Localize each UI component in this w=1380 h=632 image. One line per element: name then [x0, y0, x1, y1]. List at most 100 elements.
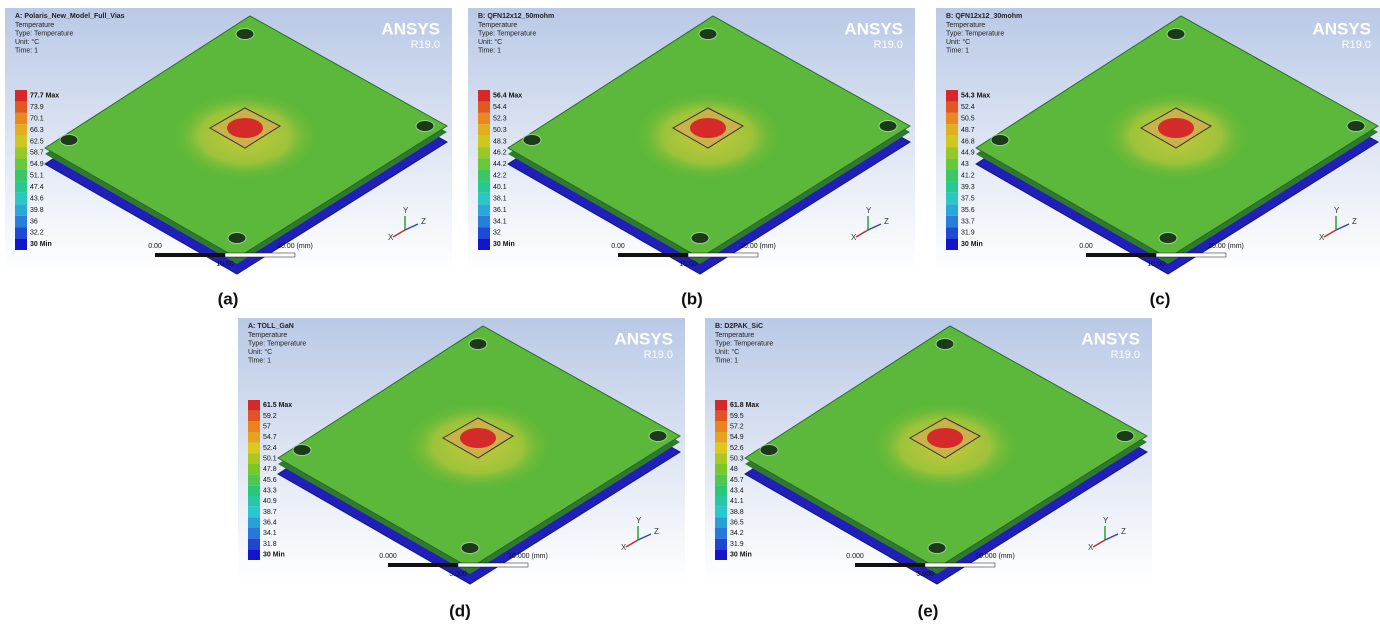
- legend-swatch: [478, 170, 490, 181]
- result-info: Unit: °C: [478, 38, 502, 46]
- legend-swatch: [478, 181, 490, 192]
- legend-swatch: [15, 159, 27, 170]
- mount-hole: [649, 431, 667, 442]
- mount-hole: [236, 29, 254, 40]
- legend-swatch: [478, 147, 490, 158]
- brand: ANSYS: [1081, 329, 1140, 348]
- legend-label: 77.7 Max: [30, 93, 59, 100]
- legend-label: 41.1: [730, 498, 744, 505]
- legend-swatch: [715, 539, 727, 550]
- legend-label: 30 Min: [730, 552, 752, 559]
- legend-label: 50.1: [263, 456, 277, 463]
- mount-hole: [523, 135, 541, 146]
- hot-spot: [227, 118, 263, 138]
- result-info: Time: 1: [248, 357, 271, 364]
- version: R19.0: [411, 39, 440, 51]
- legend-label: 50.5: [961, 115, 975, 122]
- legend-label: 47.8: [263, 466, 277, 473]
- legend-label: 52.6: [730, 445, 744, 452]
- result-name: A: Polaris_New_Model_Full_Vias: [15, 13, 125, 20]
- panel: B: D2PAK_SiCTemperatureType: Temperature…: [705, 318, 1152, 584]
- triad-label: Z: [1352, 217, 1357, 226]
- legend-label: 51.1: [30, 173, 44, 180]
- scale-end: 20.00 (mm): [277, 243, 313, 250]
- scale-mid: 10.00: [679, 261, 697, 268]
- caption: (e): [918, 601, 939, 620]
- legend-swatch: [478, 159, 490, 170]
- result-info: Unit: °C: [715, 348, 739, 356]
- triad-label: X: [1088, 543, 1094, 552]
- legend-label: 48: [730, 466, 738, 473]
- legend-label: 36.4: [263, 520, 277, 527]
- version: R19.0: [1111, 349, 1140, 361]
- result-info: Temperature: [715, 332, 754, 339]
- result-info: Time: 1: [946, 47, 969, 54]
- legend-label: 36: [30, 218, 38, 225]
- triad-label: X: [388, 233, 394, 242]
- legend-label: 46.2: [493, 150, 507, 157]
- triad-label: Y: [1103, 516, 1109, 525]
- legend-swatch: [248, 411, 260, 422]
- legend-swatch: [946, 170, 958, 181]
- triad-label: Y: [636, 516, 642, 525]
- result-info: Temperature: [248, 332, 287, 339]
- legend-label: 66.3: [30, 127, 44, 134]
- legend-swatch: [946, 159, 958, 170]
- version: R19.0: [644, 349, 673, 361]
- panel: A: Polaris_New_Model_Full_ViasTemperatur…: [5, 8, 452, 274]
- legend-label: 33.7: [961, 218, 975, 225]
- version: R19.0: [874, 39, 903, 51]
- brand: ANSYS: [844, 19, 903, 38]
- legend-swatch: [946, 216, 958, 227]
- legend-swatch: [946, 90, 958, 101]
- legend-label: 45.7: [730, 477, 744, 484]
- legend-swatch: [248, 400, 260, 411]
- legend-swatch: [248, 475, 260, 486]
- legend-label: 47.4: [30, 184, 44, 191]
- legend-label: 30 Min: [263, 552, 285, 559]
- figure: A: Polaris_New_Model_Full_Vias Temperatur…: [0, 0, 1380, 632]
- legend-label: 58.7: [30, 150, 44, 157]
- legend-label: 38.1: [493, 195, 507, 202]
- legend-label: 41.2: [961, 173, 975, 180]
- legend-swatch: [15, 181, 27, 192]
- legend-swatch: [715, 453, 727, 464]
- scale-end: 10.000 (mm): [975, 553, 1015, 560]
- legend-swatch: [478, 101, 490, 112]
- legend-label: 39.8: [30, 207, 44, 214]
- legend-swatch: [946, 204, 958, 215]
- caption: (a): [218, 289, 239, 308]
- triad-label: X: [1319, 233, 1325, 242]
- legend-label: 48.3: [493, 138, 507, 145]
- legend-swatch: [248, 549, 260, 560]
- legend-swatch: [946, 181, 958, 192]
- legend-label: 61.5 Max: [263, 402, 292, 409]
- legend-label: 59.5: [730, 413, 744, 420]
- legend-swatch: [715, 443, 727, 454]
- legend-swatch: [715, 485, 727, 496]
- legend-label: 52.4: [961, 104, 975, 111]
- result-name: B: QFN12x12_50mohm: [478, 13, 554, 20]
- triad-label: Z: [421, 217, 426, 226]
- legend-label: 42.2: [493, 173, 507, 180]
- legend-swatch: [715, 400, 727, 411]
- mount-hole: [1167, 29, 1185, 40]
- legend-swatch: [248, 539, 260, 550]
- mount-hole: [936, 339, 954, 350]
- legend-swatch: [946, 113, 958, 124]
- result-name: B: D2PAK_SiC: [715, 323, 763, 330]
- legend-label: 54.3 Max: [961, 93, 990, 100]
- legend-label: 56.4 Max: [493, 93, 522, 100]
- legend-label: 62.5: [30, 138, 44, 145]
- scale-mid: 10.00: [216, 261, 234, 268]
- legend-label: 30 Min: [30, 241, 52, 248]
- scale-bar-dark: [855, 563, 925, 567]
- result-info: Unit: °C: [15, 38, 39, 46]
- result-info: Temperature: [946, 22, 985, 29]
- legend-swatch: [248, 464, 260, 475]
- legend-label: 30 Min: [493, 241, 515, 248]
- result-info: Time: 1: [15, 47, 38, 54]
- result-info: Type: Temperature: [248, 340, 306, 347]
- triad-label: Z: [654, 527, 659, 536]
- scale-mid: 5.000: [449, 571, 467, 578]
